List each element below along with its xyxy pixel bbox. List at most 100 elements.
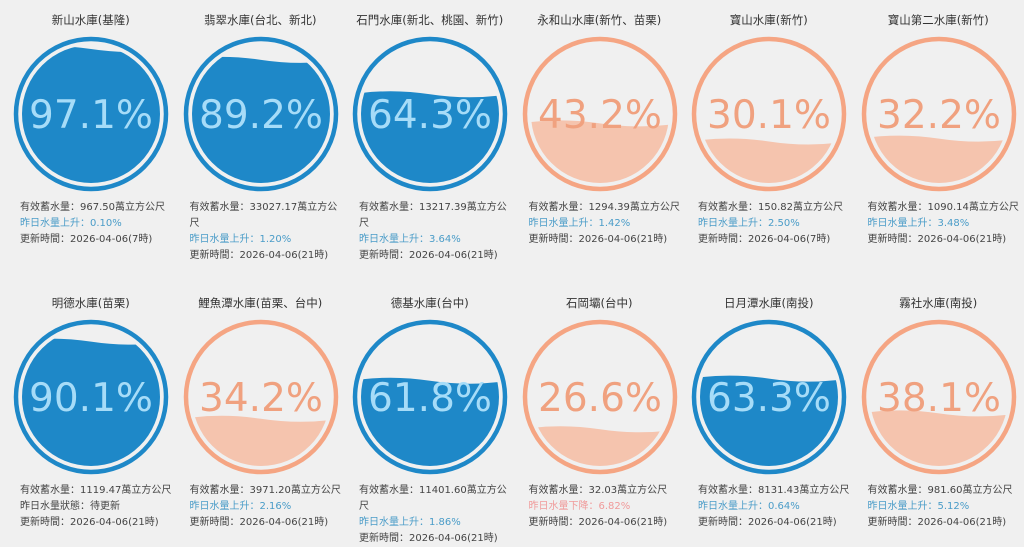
storage-text: 有效蓄水量：3971.20萬立方公尺 — [189, 485, 341, 496]
updated-time: 更新時間：2026-04-06(21時) — [20, 517, 159, 528]
gauge-ring — [352, 319, 508, 475]
updated-time: 更新時間：2026-04-06(21時) — [867, 517, 1007, 528]
reservoir-card: 霧社水庫(南投) 38.1% 有效蓄水量：981.60萬立方公尺 昨日水量上升：… — [854, 283, 1024, 543]
percent-label: 43.2% — [538, 93, 662, 138]
storage-text: 有效蓄水量：33027.17萬立方公尺 — [189, 202, 338, 229]
water-level-gauge: 38.1% — [861, 319, 1016, 475]
gauge-ring — [183, 36, 338, 192]
percent-label: 63.3% — [707, 376, 831, 421]
change-text: 昨日水量下降：6.82% — [528, 501, 631, 512]
percent-label: 30.1% — [707, 93, 831, 138]
reservoir-grid: 新山水庫(基隆) 97.1% 有效蓄水量：967.50萬立方公尺 昨日水量上升：… — [6, 0, 1024, 544]
storage-text: 有效蓄水量：967.50萬立方公尺 — [20, 202, 165, 213]
percent-label: 26.6% — [538, 376, 662, 421]
storage-text: 有效蓄水量：1119.47萬立方公尺 — [20, 485, 172, 496]
updated-time: 更新時間：2026-04-06(21時) — [359, 533, 498, 544]
reservoir-card: 寶山水庫(新竹) 30.1% 有效蓄水量：150.82萬立方公尺 昨日水量上升：… — [684, 0, 854, 283]
water-fill — [191, 56, 330, 183]
change-text: 昨日水量上升：2.50% — [698, 218, 800, 229]
reservoir-name: 明德水庫(苗栗) — [51, 296, 130, 310]
reservoir-card: 德基水庫(台中) 61.8% 有效蓄水量：11401.60萬立方公尺 昨日水量上… — [345, 283, 515, 544]
updated-time: 更新時間：2026-04-06(21時) — [528, 234, 668, 245]
gauge-ring — [522, 36, 677, 192]
change-text: 昨日水量上升：3.64% — [359, 234, 461, 245]
reservoir-card: 明德水庫(苗栗) 90.1% 有效蓄水量：1119.47萬立方公尺 昨日水量狀態… — [6, 283, 176, 543]
reservoir-name: 新山水庫(基隆) — [51, 13, 130, 27]
reservoir-card: 永和山水庫(新竹、苗栗) 43.2% 有效蓄水量：1294.39萬立方公尺 昨日… — [515, 0, 685, 283]
percent-label: 89.2% — [199, 93, 323, 138]
percent-label: 61.8% — [368, 376, 492, 421]
storage-text: 有效蓄水量：13217.39萬立方公尺 — [359, 202, 507, 229]
reservoir-info: 有效蓄水量：32.03萬立方公尺 昨日水量下降：6.82% 更新時間：2026-… — [529, 483, 681, 531]
reservoir-info: 有效蓄水量：33027.17萬立方公尺 昨日水量上升：1.20% 更新時間：20… — [190, 200, 342, 264]
water-level-gauge: 89.2% — [183, 36, 338, 192]
reservoir-name: 日月潭水庫(南投) — [724, 296, 814, 310]
reservoir-info: 有效蓄水量：11401.60萬立方公尺 昨日水量上升：1.86% 更新時間：20… — [359, 483, 511, 547]
reservoir-info: 有效蓄水量：13217.39萬立方公尺 昨日水量上升：3.64% 更新時間：20… — [359, 200, 511, 264]
gauge-ring — [522, 319, 677, 475]
reservoir-name: 石門水庫(新北、桃園、新竹) — [356, 13, 504, 27]
water-level-gauge: 26.6% — [522, 319, 677, 475]
storage-text: 有效蓄水量：1090.14萬立方公尺 — [867, 202, 1019, 213]
water-level-gauge: 30.1% — [691, 36, 847, 192]
storage-text: 有效蓄水量：981.60萬立方公尺 — [867, 485, 1013, 496]
updated-time: 更新時間：2026-04-06(7時) — [20, 234, 153, 245]
change-text: 昨日水量上升：3.48% — [867, 218, 970, 229]
reservoir-info: 有效蓄水量：150.82萬立方公尺 昨日水量上升：2.50% 更新時間：2026… — [698, 200, 850, 248]
reservoir-name: 德基水庫(台中) — [390, 296, 469, 310]
storage-text: 有效蓄水量：32.03萬立方公尺 — [528, 485, 668, 496]
gauge-ring — [13, 36, 169, 192]
water-level-gauge: 64.3% — [352, 36, 508, 192]
change-text: 昨日水量上升：1.42% — [528, 218, 631, 229]
percent-label: 97.1% — [29, 93, 153, 138]
water-level-gauge: 34.2% — [183, 319, 338, 475]
reservoir-name: 翡翠水庫(台北、新北) — [204, 13, 317, 27]
change-text: 昨日水量上升：2.16% — [189, 501, 292, 512]
reservoir-name: 永和山水庫(新竹、苗栗) — [537, 13, 662, 27]
reservoir-name: 鯉魚潭水庫(苗栗、台中) — [198, 296, 323, 310]
reservoir-info: 有效蓄水量：1294.39萬立方公尺 昨日水量上升：1.42% 更新時間：202… — [529, 200, 681, 248]
change-text: 昨日水量狀態：待更新 — [20, 501, 120, 512]
reservoir-name: 石岡壩(台中) — [566, 296, 633, 310]
updated-time: 更新時間：2026-04-06(21時) — [528, 517, 668, 528]
water-fill — [361, 91, 499, 183]
reservoir-info: 有效蓄水量：981.60萬立方公尺 昨日水量上升：5.12% 更新時間：2026… — [868, 483, 1020, 531]
updated-time: 更新時間：2026-04-06(21時) — [189, 517, 329, 528]
storage-text: 有效蓄水量：1294.39萬立方公尺 — [528, 202, 680, 213]
gauge-ring — [13, 319, 169, 475]
gauge-ring — [691, 36, 847, 192]
reservoir-card: 石門水庫(新北、桃園、新竹) 64.3% 有效蓄水量：13217.39萬立方公尺… — [345, 0, 515, 283]
water-level-gauge: 43.2% — [522, 36, 677, 192]
reservoir-card: 日月潭水庫(南投) 63.3% 有效蓄水量：8131.43萬立方公尺 昨日水量上… — [684, 283, 854, 543]
water-fill — [22, 46, 160, 183]
reservoir-card: 寶山第二水庫(新竹) 32.2% 有效蓄水量：1090.14萬立方公尺 昨日水量… — [854, 0, 1024, 283]
storage-text: 有效蓄水量：150.82萬立方公尺 — [698, 202, 843, 213]
reservoir-info: 有效蓄水量：1119.47萬立方公尺 昨日水量狀態：待更新 更新時間：2026-… — [20, 483, 172, 531]
change-text: 昨日水量上升：1.86% — [359, 517, 461, 528]
gauge-ring — [861, 319, 1016, 475]
updated-time: 更新時間：2026-04-06(21時) — [867, 234, 1007, 245]
reservoir-name: 寶山第二水庫(新竹) — [887, 13, 989, 27]
reservoir-card: 石岡壩(台中) 26.6% 有效蓄水量：32.03萬立方公尺 昨日水量下降：6.… — [515, 283, 685, 543]
gauge-ring — [691, 319, 847, 475]
percent-label: 34.2% — [199, 376, 323, 421]
water-level-gauge: 32.2% — [861, 36, 1016, 192]
reservoir-card: 鯉魚潭水庫(苗栗、台中) 34.2% 有效蓄水量：3971.20萬立方公尺 昨日… — [176, 283, 346, 543]
percent-label: 90.1% — [29, 376, 153, 421]
gauge-ring — [183, 319, 338, 475]
water-level-gauge: 97.1% — [13, 36, 169, 192]
change-text: 昨日水量上升：0.10% — [20, 218, 122, 229]
storage-text: 有效蓄水量：11401.60萬立方公尺 — [359, 485, 507, 512]
gauge-ring — [352, 36, 508, 192]
reservoir-info: 有效蓄水量：1090.14萬立方公尺 昨日水量上升：3.48% 更新時間：202… — [868, 200, 1020, 248]
change-text: 昨日水量上升：5.12% — [867, 501, 970, 512]
updated-time: 更新時間：2026-04-06(21時) — [359, 250, 498, 261]
water-level-gauge: 90.1% — [13, 319, 169, 475]
water-fill — [361, 377, 499, 466]
water-fill — [700, 375, 838, 466]
reservoir-info: 有效蓄水量：3971.20萬立方公尺 昨日水量上升：2.16% 更新時間：202… — [190, 483, 342, 531]
change-text: 昨日水量上升：1.20% — [189, 234, 292, 245]
water-level-gauge: 63.3% — [691, 319, 847, 475]
updated-time: 更新時間：2026-04-06(21時) — [698, 517, 837, 528]
reservoir-name: 寶山水庫(新竹) — [729, 13, 808, 27]
